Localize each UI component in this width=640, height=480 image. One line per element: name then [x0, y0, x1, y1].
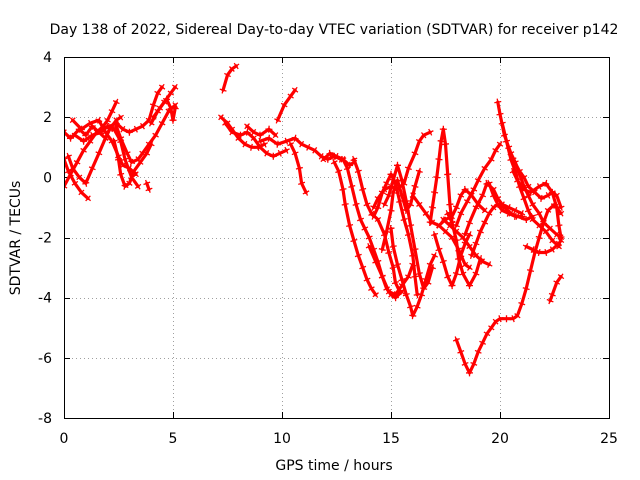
y-tick-label: 2 — [43, 110, 52, 126]
axis-ticks — [64, 57, 610, 419]
y-tick-label: -8 — [38, 411, 52, 427]
series-track-16 — [244, 123, 279, 139]
y-axis-tick-labels: -8 -6 -4 -2 0 2 4 — [38, 50, 52, 427]
series-track-29 — [387, 224, 439, 320]
x-tick-label: 20 — [491, 431, 509, 447]
grid — [64, 57, 609, 418]
x-tick-label: 5 — [169, 431, 178, 447]
series-track-09 — [110, 137, 155, 190]
x-tick-label: 25 — [600, 431, 618, 447]
series-track-12 — [150, 95, 179, 124]
series-track-36 — [452, 140, 504, 230]
x-axis-label: GPS time / hours — [275, 458, 392, 474]
x-tick-label: 10 — [273, 431, 291, 447]
series-track-21 — [330, 158, 379, 298]
y-tick-label: -4 — [38, 291, 52, 307]
data-series — [64, 62, 565, 377]
series-track-15 — [222, 119, 290, 160]
series-track-46 — [452, 200, 565, 377]
series-track-35 — [435, 185, 488, 229]
series-track-19 — [287, 140, 310, 196]
series-track-28 — [381, 161, 436, 293]
series-track-31 — [426, 125, 456, 227]
x-tick-label: 0 — [60, 431, 69, 447]
series-track-45 — [546, 273, 565, 305]
x-tick-label: 15 — [382, 431, 400, 447]
plot-frame — [64, 57, 610, 419]
series-track-17 — [274, 86, 299, 124]
series-track-13 — [219, 62, 240, 94]
y-tick-label: -6 — [38, 351, 52, 367]
series-track-10 — [143, 179, 153, 193]
chart-title: Day 138 of 2022, Sidereal Day-to-day VTE… — [50, 22, 619, 38]
y-tick-label: 0 — [43, 170, 52, 186]
y-tick-label: -2 — [38, 231, 52, 247]
x-axis-tick-labels: 0 5 10 15 20 25 — [60, 431, 618, 447]
y-tick-label: 4 — [43, 50, 52, 66]
y-axis-label: SDTVAR / TECUs — [8, 181, 24, 296]
